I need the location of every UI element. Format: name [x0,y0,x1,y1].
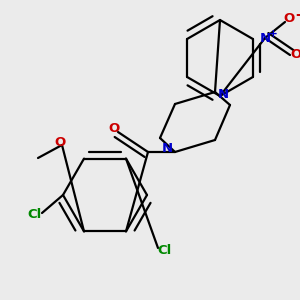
Text: N: N [260,32,271,44]
Text: O: O [284,13,295,26]
Text: Cl: Cl [28,208,42,221]
Text: O: O [108,122,120,136]
Text: N: N [218,88,229,101]
Text: +: + [268,29,278,39]
Text: O: O [54,136,66,148]
Text: O: O [290,49,300,62]
Text: N: N [161,142,172,155]
Text: Cl: Cl [158,244,172,256]
Text: -: - [295,7,300,22]
